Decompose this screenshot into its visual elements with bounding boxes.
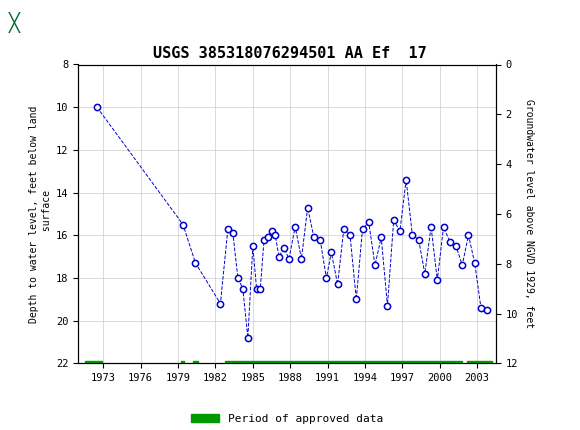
Bar — [7, 6, 62, 40]
Y-axis label: Depth to water level, feet below land
 surface: Depth to water level, feet below land su… — [29, 105, 52, 322]
Text: ╳: ╳ — [9, 12, 20, 33]
Y-axis label: Groundwater level above NGVD 1929, feet: Groundwater level above NGVD 1929, feet — [524, 99, 534, 329]
Text: USGS: USGS — [64, 14, 119, 31]
Text: USGS 385318076294501 AA Ef  17: USGS 385318076294501 AA Ef 17 — [153, 46, 427, 61]
Legend: Period of approved data: Period of approved data — [187, 409, 387, 428]
